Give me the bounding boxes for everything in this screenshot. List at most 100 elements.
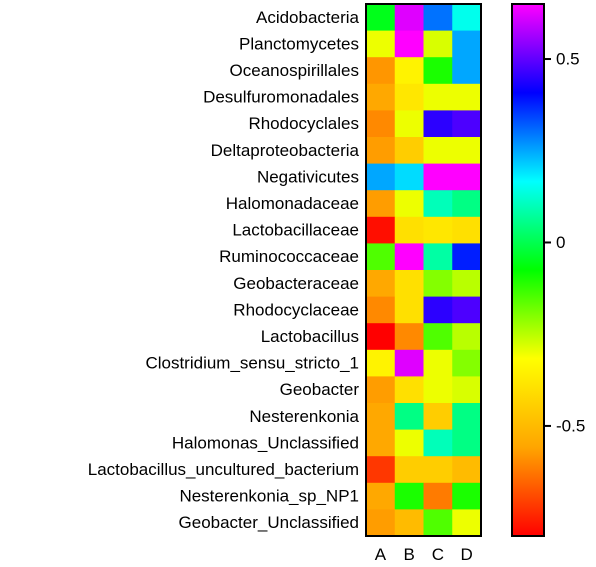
heatmap-cell-D-6	[452, 137, 482, 164]
row-label: Nesterenkonia_sp_NP1	[179, 487, 359, 506]
heatmap-cell-B-5	[394, 110, 424, 138]
heatmap-cell-B-2	[394, 30, 424, 58]
heatmap-cell-C-5	[423, 110, 453, 138]
heatmap-cell-C-17	[423, 429, 453, 457]
heatmap-cell-D-12	[452, 296, 482, 324]
heatmap-cell-D-1	[452, 4, 482, 31]
heatmap-cell-C-18	[423, 456, 453, 484]
colorbar-tick-label: 0	[556, 233, 565, 252]
heatmap-cell-B-19	[394, 482, 424, 510]
heatmap-cell-D-7	[452, 163, 482, 191]
heatmap-cell-B-7	[394, 163, 424, 191]
heatmap-cell-D-3	[452, 57, 482, 85]
heatmap-cell-A-7	[366, 163, 396, 191]
heatmap-cell-D-11	[452, 270, 482, 297]
row-label: Deltaproteobacteria	[211, 141, 360, 160]
heatmap-cell-B-10	[394, 243, 424, 271]
heatmap-cell-C-4	[423, 83, 453, 111]
heatmap-cell-C-12	[423, 296, 453, 324]
heatmap-cell-B-20	[394, 509, 424, 537]
column-label: C	[432, 545, 444, 564]
heatmap-cell-B-6	[394, 137, 424, 164]
row-label: Geobacter_Unclassified	[179, 513, 359, 532]
heatmap-cell-D-20	[452, 509, 482, 537]
heatmap-cell-A-5	[366, 110, 396, 138]
heatmap-cell-B-4	[394, 83, 424, 111]
heatmap-cell-A-10	[366, 243, 396, 271]
row-labels: Acidobacteria Planctomycetes Oceanospirill…	[88, 8, 360, 532]
heatmap-cell-A-4	[366, 83, 396, 111]
heatmap-cell-A-2	[366, 30, 396, 58]
heatmap-cell-C-2	[423, 30, 453, 58]
heatmap-cell-B-14	[394, 349, 424, 377]
heatmap-cell-C-20	[423, 509, 453, 537]
heatmap-cell-C-6	[423, 137, 453, 164]
heatmap-cell-D-15	[452, 376, 482, 404]
heatmap-cell-D-16	[452, 403, 482, 430]
heatmap-cell-D-9	[452, 216, 482, 244]
heatmap-cell-B-1	[394, 4, 424, 31]
heatmap-cell-D-5	[452, 110, 482, 138]
colorbar-tick-label: -0.5	[556, 416, 585, 435]
heatmap-cell-C-15	[423, 376, 453, 404]
heatmap-cell-C-1	[423, 4, 453, 31]
heatmap-cell-A-17	[366, 429, 396, 457]
heatmap-cell-A-15	[366, 376, 396, 404]
heatmap-cell-B-8	[394, 190, 424, 218]
heatmap-cell-A-11	[366, 270, 396, 297]
heatmap-cell-C-19	[423, 482, 453, 510]
heatmap-cell-D-4	[452, 83, 482, 111]
column-label: B	[403, 545, 414, 564]
row-label: Clostridium_sensu_stricto_1	[145, 354, 359, 373]
heatmap-cell-C-10	[423, 243, 453, 271]
heatmap-cell-A-20	[366, 509, 396, 537]
row-label: Negativicutes	[257, 167, 359, 186]
heatmap-cell-D-2	[452, 30, 482, 58]
heatmap-cell-A-14	[366, 349, 396, 377]
heatmap-cell-A-3	[366, 57, 396, 85]
heatmap-cell-C-13	[423, 323, 453, 351]
heatmap-cell-D-19	[452, 482, 482, 510]
row-label: Lactobacillus_uncultured_bacterium	[88, 460, 359, 479]
heatmap-cell-D-8	[452, 190, 482, 218]
heatmap-cell-C-9	[423, 216, 453, 244]
heatmap-cell-A-16	[366, 403, 396, 430]
heatmap-cell-B-18	[394, 456, 424, 484]
heatmap-cell-C-16	[423, 403, 453, 430]
colorbar	[511, 3, 545, 537]
heatmap-cell-B-16	[394, 403, 424, 430]
heatmap-cell-D-18	[452, 456, 482, 484]
column-label: A	[375, 545, 387, 564]
row-label: Rhodocyclales	[248, 114, 359, 133]
heatmap-cell-B-13	[394, 323, 424, 351]
column-label: D	[460, 545, 472, 564]
heatmap-cells	[366, 4, 482, 537]
heatmap-frame	[365, 3, 482, 537]
heatmap-cell-B-9	[394, 216, 424, 244]
heatmap-cell-D-17	[452, 429, 482, 457]
heatmap-cell-A-8	[366, 190, 396, 218]
row-label: Nesterenkonia	[249, 407, 359, 426]
row-label: Oceanospirillales	[230, 61, 359, 80]
row-label: Acidobacteria	[256, 8, 360, 27]
row-label: Planctomycetes	[239, 34, 359, 53]
row-label: Lactobacillus	[261, 327, 359, 346]
heatmap-cell-B-17	[394, 429, 424, 457]
heatmap-cell-B-12	[394, 296, 424, 324]
heatmap-cell-C-14	[423, 349, 453, 377]
heatmap-cell-D-14	[452, 349, 482, 377]
heatmap-cell-A-6	[366, 137, 396, 164]
heatmap-cell-A-18	[366, 456, 396, 484]
heatmap-cell-A-12	[366, 296, 396, 324]
colorbar-ticks: 0.5 0 -0.5	[544, 50, 585, 435]
heatmap-cell-A-13	[366, 323, 396, 351]
heatmap-cell-A-1	[366, 4, 396, 31]
heatmap-cell-B-15	[394, 376, 424, 404]
heatmap-cell-D-13	[452, 323, 482, 351]
row-label: Desulfuromonadales	[203, 88, 359, 107]
row-label: Geobacteraceae	[233, 274, 359, 293]
row-label: Geobacter	[280, 380, 360, 399]
row-label: Ruminococcaceae	[219, 247, 359, 266]
